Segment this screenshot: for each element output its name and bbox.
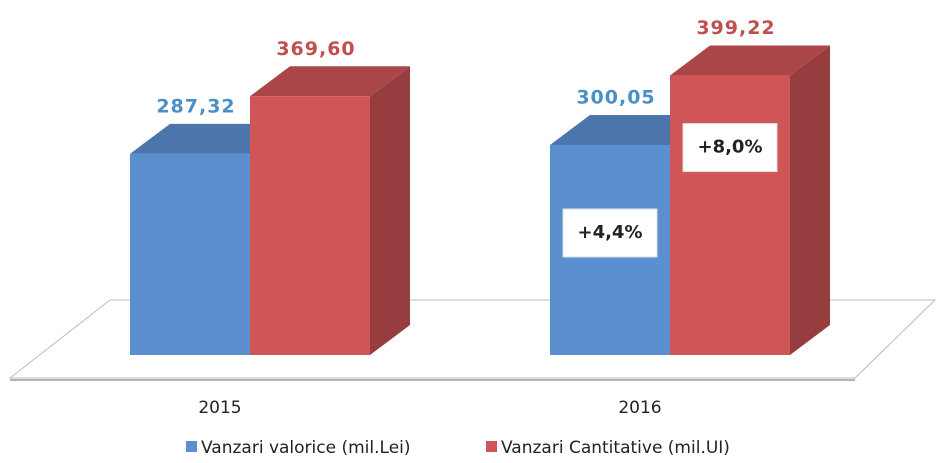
annotation-box [562, 208, 658, 258]
bar-front [250, 96, 370, 355]
bar-side [790, 45, 830, 356]
value-label: 369,60 [276, 38, 355, 60]
x-tick-label: 2015 [198, 398, 241, 418]
value-label: 300,05 [576, 86, 655, 108]
bar [670, 45, 830, 356]
bar-side [370, 66, 410, 355]
legend-swatch [186, 441, 197, 452]
value-label: 287,32 [156, 95, 235, 117]
annotation-box [682, 123, 778, 173]
value-label: 399,22 [696, 17, 775, 39]
legend-label: Vanzari Cantitative (mil.UI) [501, 438, 730, 458]
legend-label: Vanzari valorice (mil.Lei) [201, 438, 411, 458]
annotation: +4,4% [577, 222, 642, 243]
legend-swatch [486, 441, 497, 452]
x-tick-label: 2016 [618, 398, 661, 418]
bar-top [670, 45, 830, 76]
bar [250, 66, 410, 355]
annotation: +8,0% [697, 137, 762, 158]
bar-top [250, 66, 410, 97]
bar-front [670, 75, 790, 356]
bar-front [130, 153, 250, 355]
